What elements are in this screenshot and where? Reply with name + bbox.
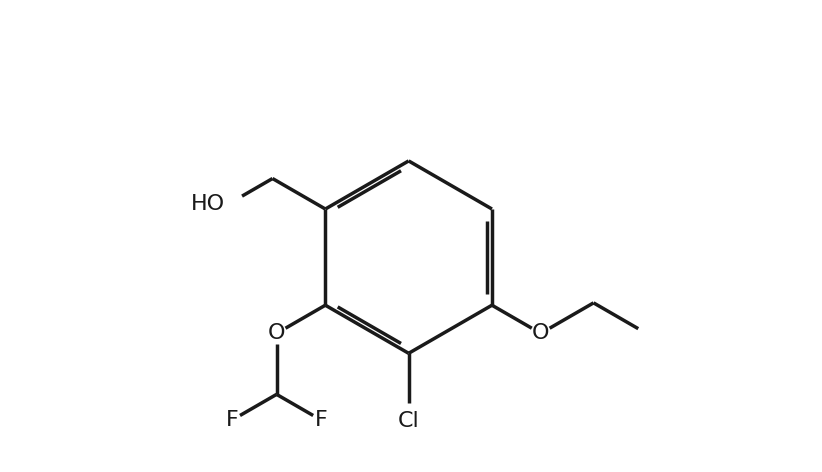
Text: F: F — [315, 410, 328, 430]
Text: Cl: Cl — [398, 411, 419, 431]
Text: O: O — [532, 323, 549, 343]
Text: HO: HO — [192, 194, 225, 214]
Text: F: F — [225, 410, 238, 430]
Text: O: O — [268, 323, 285, 343]
